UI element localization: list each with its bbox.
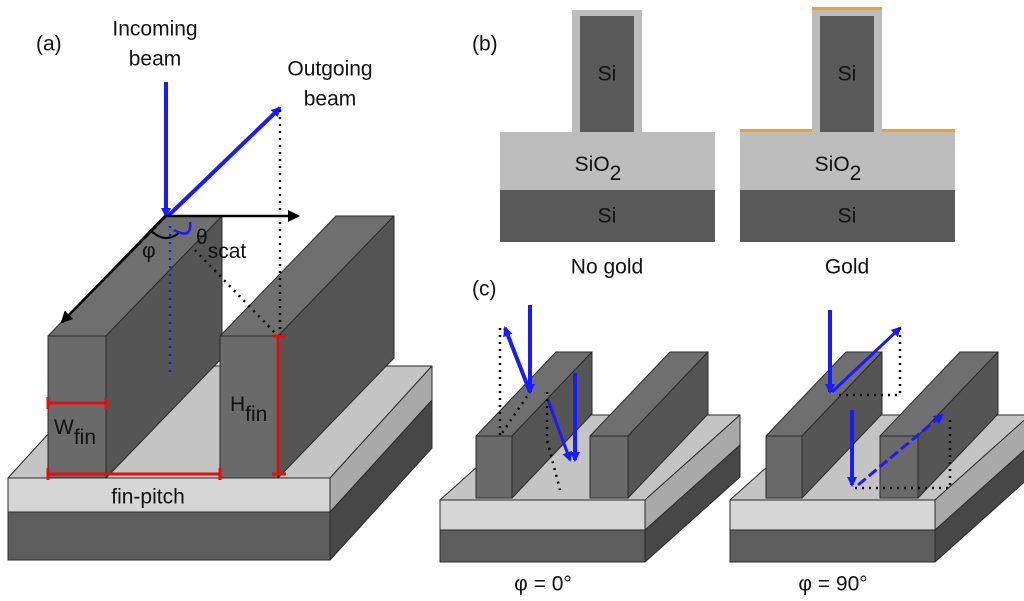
beam-label: Incoming: [112, 18, 197, 41]
shapes: [8, 7, 1024, 562]
page: {"panel_a": {"label": "(a)", "incoming_b…: [0, 0, 1024, 601]
front-face: [590, 436, 628, 498]
w-subscript: fin: [74, 426, 96, 449]
material-label: Si: [838, 205, 857, 228]
phi-label: φ: [142, 240, 156, 263]
caption: φ = 90°: [798, 573, 867, 596]
front-face: [730, 500, 935, 530]
gold-layer: [740, 129, 812, 132]
beam-label: Outgoing: [287, 58, 372, 81]
panel-label: (c): [472, 278, 497, 301]
figure: (a) Incoming beam Outgoing beam φ θscat …: [0, 0, 1024, 601]
beam-label: beam: [304, 88, 357, 111]
front-face: [766, 436, 802, 498]
material-label: Si: [598, 63, 617, 86]
front-face: [8, 512, 330, 560]
oxide-subscript: 2: [850, 162, 862, 185]
oxide-subscript: 2: [610, 162, 622, 185]
oxide-symbol: SiO: [575, 153, 610, 176]
front-face: [476, 436, 512, 498]
gold-layer: [882, 129, 955, 132]
front-face: [440, 500, 645, 530]
front-face: [48, 336, 106, 478]
front-face: [730, 530, 935, 562]
w-symbol: W: [54, 416, 74, 439]
theta-subscript: scat: [208, 240, 247, 263]
panel-label: (a): [36, 33, 62, 56]
material-label: Si: [838, 63, 857, 86]
beam-label: beam: [129, 48, 182, 71]
theta-symbol: θ: [196, 226, 208, 249]
outgoing-arrow: [168, 108, 280, 216]
fin-pitch-label: fin-pitch: [111, 486, 185, 509]
caption: Gold: [825, 256, 869, 279]
oxide-symbol: SiO: [815, 153, 850, 176]
h-subscript: fin: [245, 403, 267, 426]
caption: No gold: [571, 256, 643, 279]
front-face: [440, 530, 645, 562]
panel-label: (b): [472, 33, 498, 56]
caption: φ = 0°: [514, 573, 572, 596]
h-symbol: H: [230, 393, 245, 416]
gold-layer: [812, 7, 882, 10]
material-label: Si: [598, 205, 617, 228]
